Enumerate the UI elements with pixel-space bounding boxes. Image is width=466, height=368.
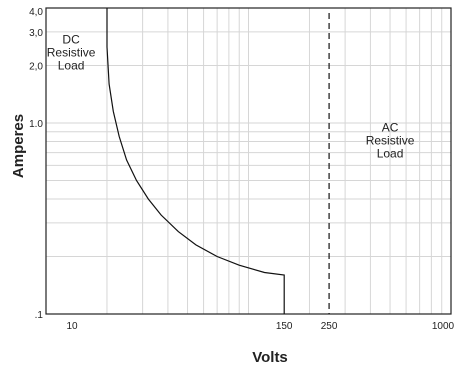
region-label-line: Load [377, 147, 404, 161]
region-label-line: Resistive [47, 46, 96, 60]
x-tick-label: 250 [321, 321, 338, 332]
x-tick-label: 1000 [432, 321, 455, 332]
series-line-1 [106, 8, 285, 314]
y-tick-label: .1 [35, 310, 44, 321]
y-tick-label: 1.0 [29, 119, 43, 130]
region-label-line: Resistive [366, 134, 415, 148]
x-tick-label: 10 [66, 321, 78, 332]
y-tick-labels: 4,0 3,0 2,0 1.0 .1 [29, 7, 43, 321]
region-label-line: AC [382, 121, 399, 135]
y-tick-label: 3,0 [29, 28, 43, 39]
region-label-line: Load [58, 59, 85, 73]
region-label-2: AC Resistive Load [366, 121, 415, 161]
y-axis-title: Amperes [10, 114, 27, 178]
region-label-1: DC Resistive Load [47, 33, 96, 73]
series-group [106, 8, 285, 314]
x-tick-label: 150 [276, 321, 293, 332]
y-tick-label: 4,0 [29, 7, 43, 18]
y-tick-label: 2,0 [29, 61, 43, 72]
region-label-line: DC [62, 33, 80, 47]
grid-lines [46, 8, 451, 314]
x-axis-title: Volts [252, 349, 288, 366]
plot-frame [45, 7, 452, 315]
x-tick-labels: 10 150 250 1000 [66, 321, 454, 332]
